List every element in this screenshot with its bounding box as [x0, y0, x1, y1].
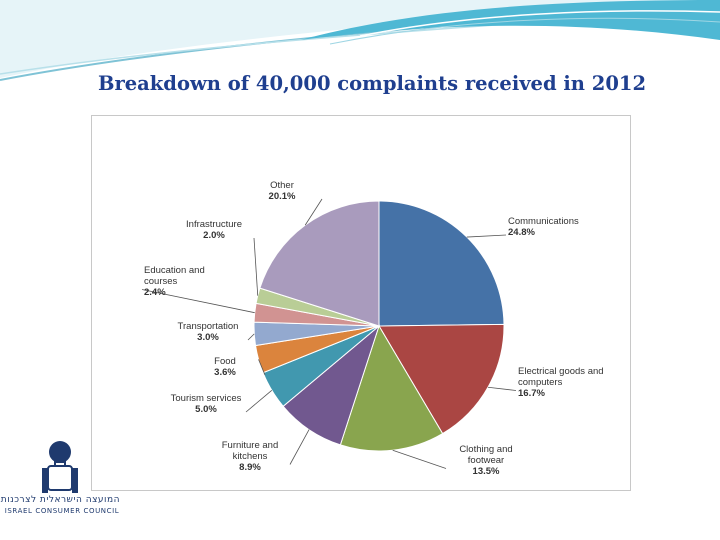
person-with-bag-icon [42, 441, 78, 493]
slice-value-label: 13.5% [473, 466, 500, 477]
leader-line [258, 359, 266, 376]
pie-chart: Communications 24.8% Electrical goods and c… [141, 180, 604, 477]
slice-label: Tourism services 5.0% [171, 393, 242, 415]
slice-value-label: 8.9% [239, 462, 261, 473]
slice-label: Other 20.1% [269, 180, 296, 202]
slice-label: Furniture and kitchens 8.9% [222, 440, 279, 473]
slice-value-label: 3.0% [197, 332, 219, 343]
leader-line [247, 333, 255, 341]
pie-slice-clothing-and-footwear [339, 324, 444, 452]
pie-slice-other [259, 200, 380, 327]
logo-text: המועצה הישראלית לצרכנות ISRAEL CONSUMER … [0, 495, 120, 515]
pie-slice-communications [378, 200, 505, 327]
slice-label: Food 3.6% [214, 356, 236, 378]
slice-label: Electrical goods and computers 16.7% [518, 366, 604, 399]
slice-label: Clothing and footwear 13.5% [459, 444, 512, 477]
slice-label: Transportation 3.0% [178, 321, 239, 343]
logo-text-english: ISRAEL CONSUMER COUNCIL [4, 507, 120, 515]
leader-line [141, 289, 255, 314]
slice-value-label: 24.8% [508, 227, 535, 238]
slide-title: Breakdown of 40,000 complaints received … [98, 72, 647, 95]
slice-label: Communications 24.8% [508, 216, 579, 238]
slice-value-label: 5.0% [195, 404, 217, 415]
leader-line [487, 386, 517, 391]
slice-value-label: 2.0% [203, 230, 225, 241]
leader-line [289, 429, 310, 465]
leader-line [304, 198, 323, 226]
leader-line [392, 449, 447, 469]
pie-slice-electrical-goods-and-computers [378, 323, 505, 435]
slice-value-label: 16.7% [518, 388, 545, 399]
consumer-council-logo [42, 441, 78, 493]
logo-text-hebrew: המועצה הישראלית לצרכנות [0, 495, 120, 505]
header-swoosh [0, 0, 720, 81]
slice-value-label: 2.4% [144, 287, 166, 298]
slice-label: Infrastructure 2.0% [186, 219, 242, 241]
chart-frame: Communications 24.8% Electrical goods and c… [91, 115, 631, 491]
leader-line [245, 389, 273, 413]
slice-value-label: 3.6% [214, 367, 236, 378]
leader-line [466, 234, 507, 238]
slice-label: Education and courses 2.4% [144, 265, 205, 298]
slice-value-label: 20.1% [269, 191, 296, 202]
leader-line [253, 237, 259, 296]
